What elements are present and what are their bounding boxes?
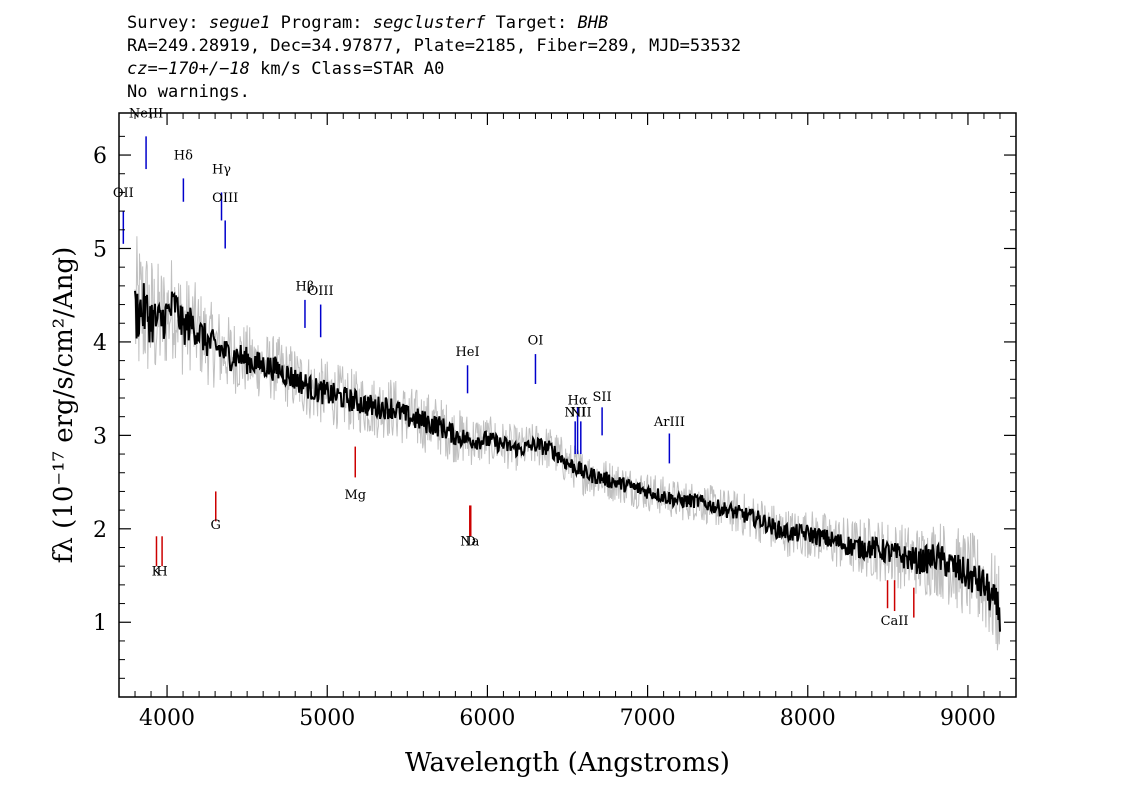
- x-axis-title: Wavelength (Angstroms): [405, 748, 730, 778]
- line-label-7: HeI: [455, 345, 479, 360]
- redshift-value: cz=−170+/−18: [127, 59, 250, 79]
- program-label: Program:: [280, 13, 363, 33]
- flux-trace: [134, 283, 1001, 632]
- x-tick-label-0: 4000: [139, 706, 195, 731]
- x-tick-label-1: 5000: [299, 706, 355, 731]
- line-label-4: OIII: [212, 191, 238, 206]
- x-tick-label-4: 8000: [780, 706, 836, 731]
- line-label-11: SII: [593, 390, 612, 405]
- target-value: BHB: [577, 13, 609, 33]
- warnings-text: No warnings.: [127, 82, 250, 102]
- redshift-unit: km/s: [260, 59, 302, 79]
- spectrum-header: Survey: segue1 Program: segclusterf Targ…: [127, 12, 741, 104]
- line-label-0: NeIII: [129, 107, 163, 122]
- axis-ticks: 4000 5000 6000 7000 8000 9000 1 2 3 4 5 6: [93, 113, 1017, 731]
- class-value: Class=STAR A0: [311, 59, 445, 79]
- line-label-15: G: [211, 518, 221, 533]
- program-value: segclusterf: [372, 13, 486, 33]
- y-tick-label-5: 6: [93, 144, 107, 169]
- line-label-5: Hβ: [296, 280, 315, 295]
- x-tick-label-3: 7000: [620, 706, 676, 731]
- line-label-13: ArIII: [653, 415, 685, 430]
- flux-series: [134, 283, 1001, 632]
- line-label-20: CaII: [881, 614, 909, 629]
- target-label: Target:: [495, 13, 568, 33]
- y-tick-label-2: 3: [93, 424, 107, 449]
- line-label-2: Hδ: [174, 149, 193, 164]
- line-label-16: K: [152, 565, 162, 580]
- x-tick-label-5: 9000: [940, 706, 996, 731]
- y-axis-title: fλ (10⁻¹⁷ erg/s/cm²/Ang): [49, 247, 79, 563]
- header-line-1: Survey: segue1 Program: segclusterf Targ…: [127, 12, 741, 35]
- line-label-14: Mg: [344, 488, 366, 503]
- y-tick-label-0: 1: [93, 611, 107, 636]
- y-tick-label-1: 2: [93, 518, 107, 543]
- x-tick-label-2: 6000: [459, 706, 515, 731]
- line-label-1: OII: [113, 186, 134, 201]
- line-label-9: NII: [564, 406, 586, 421]
- error-trace: [134, 236, 1001, 651]
- line-label-17: H: [156, 565, 167, 580]
- line-label-18: Na: [460, 535, 479, 550]
- header-line-3: cz=−170+/−18 km/s Class=STAR A0: [127, 58, 741, 81]
- line-label-3: Hγ: [212, 163, 231, 178]
- y-tick-label-4: 5: [93, 237, 107, 262]
- header-line-2: RA=249.28919, Dec=34.97877, Plate=2185, …: [127, 36, 742, 56]
- line-label-19: D: [466, 535, 476, 550]
- line-label-6: OIII: [308, 284, 334, 299]
- y-tick-label-3: 4: [93, 331, 107, 356]
- error-band: [134, 236, 1001, 651]
- survey-value: segue1: [208, 13, 271, 33]
- line-label-8: OI: [528, 334, 544, 349]
- line-label-12: NII: [570, 406, 592, 421]
- survey-label: Survey:: [127, 13, 199, 33]
- line-label-10: Hα: [568, 394, 588, 409]
